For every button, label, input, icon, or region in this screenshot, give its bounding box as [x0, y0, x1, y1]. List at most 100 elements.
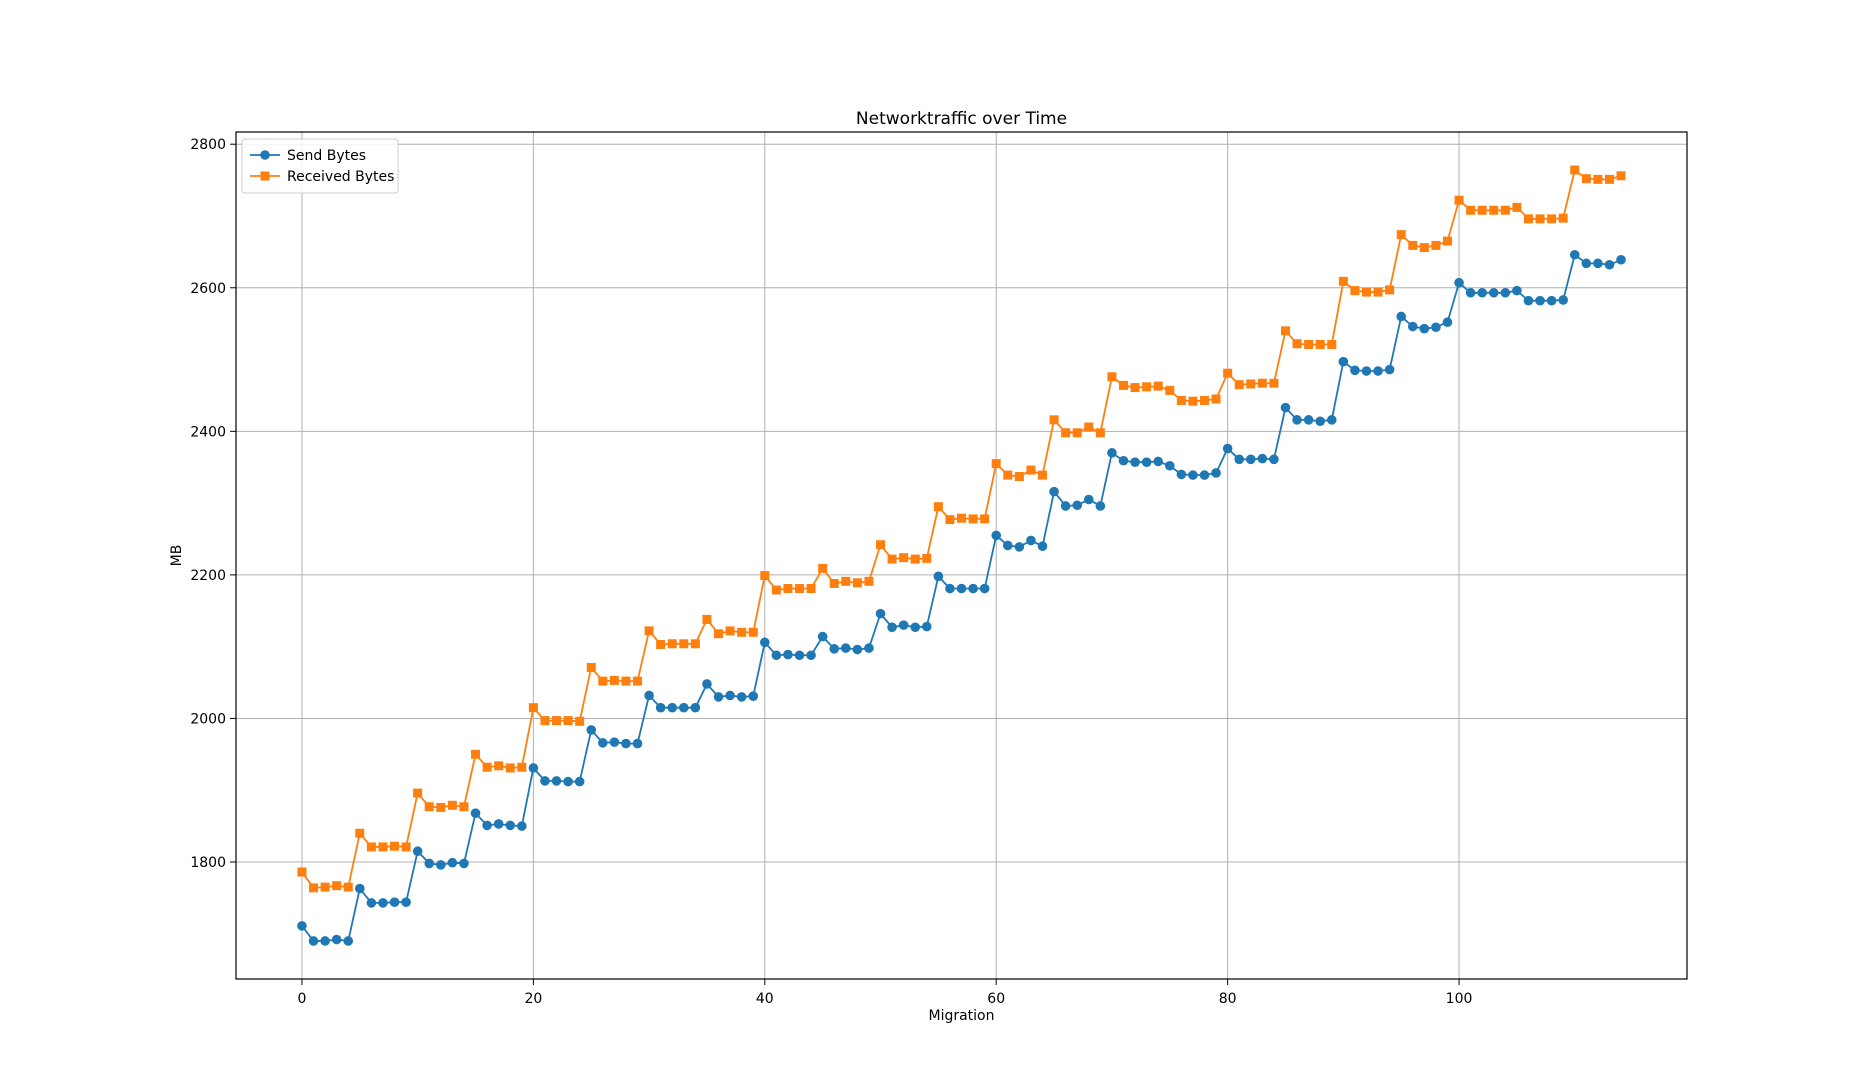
x-tick-label: 20	[524, 991, 542, 1007]
send-bytes-point	[1593, 258, 1603, 269]
received-bytes-point	[1616, 171, 1626, 181]
send-bytes-point	[424, 858, 435, 869]
legend-marker	[260, 150, 270, 160]
received-bytes-point	[1072, 428, 1082, 438]
send-bytes-point	[621, 738, 631, 749]
received-bytes-point	[540, 716, 550, 726]
series-send-bytes	[297, 249, 1626, 946]
received-bytes-point	[609, 675, 619, 685]
send-bytes-point	[1292, 415, 1302, 425]
send-bytes-point	[1373, 366, 1383, 376]
send-bytes-point	[1442, 317, 1453, 328]
received-bytes-point	[771, 585, 781, 595]
received-bytes-point	[320, 882, 330, 892]
send-bytes-point	[690, 702, 701, 713]
send-bytes-point	[574, 776, 585, 787]
received-bytes-point	[656, 640, 666, 650]
received-bytes-point	[1211, 394, 1221, 404]
received-bytes-point	[1512, 202, 1522, 212]
legend-label: Send Bytes	[287, 148, 366, 164]
send-bytes-point	[1523, 295, 1534, 306]
received-bytes-point	[1454, 195, 1464, 205]
send-bytes-point	[991, 530, 1002, 541]
received-bytes-point	[1130, 383, 1140, 393]
received-bytes-point	[876, 540, 886, 550]
send-bytes-point	[1419, 323, 1430, 334]
send-bytes-point	[736, 692, 747, 702]
send-bytes-point	[1164, 460, 1175, 471]
received-bytes-point	[343, 882, 353, 892]
send-bytes-point	[632, 738, 643, 749]
legend-marker	[260, 171, 270, 181]
received-bytes-point	[563, 716, 573, 726]
y-tick-label: 2400	[190, 424, 226, 440]
legend-label: Received Bytes	[287, 169, 394, 185]
received-bytes-point	[1466, 205, 1476, 215]
received-bytes-point	[679, 639, 689, 649]
send-bytes-point	[563, 776, 573, 787]
axis-ticks: 0 20 40 60 80 100 1800 2000 2200 2400 2600 2800	[190, 137, 1472, 1007]
send-bytes-point	[436, 860, 446, 870]
series-layer	[297, 165, 1626, 946]
send-bytes-point	[517, 821, 527, 831]
y-tick-label: 2200	[190, 568, 226, 584]
y-tick-label: 1800	[190, 855, 226, 871]
send-bytes-point	[817, 631, 828, 642]
send-bytes-point	[1512, 285, 1522, 296]
send-bytes-point	[1315, 416, 1326, 427]
send-bytes-point	[1546, 295, 1557, 306]
send-bytes-point	[702, 679, 712, 689]
received-bytes-point	[517, 762, 527, 772]
received-bytes-point	[424, 802, 434, 812]
received-bytes-point	[933, 502, 943, 512]
received-bytes-point	[1431, 240, 1441, 250]
y-tick-label: 2000	[190, 711, 226, 727]
send-bytes-point	[1118, 455, 1129, 466]
received-bytes-point	[1419, 243, 1429, 253]
send-bytes-point	[875, 608, 886, 619]
received-bytes-point	[899, 553, 909, 563]
received-bytes-point	[1095, 428, 1105, 438]
send-bytes-point	[482, 820, 492, 831]
send-bytes-point	[759, 637, 770, 648]
send-bytes-point	[1616, 254, 1626, 265]
received-bytes-point	[1003, 470, 1013, 480]
send-bytes-point	[1488, 287, 1499, 298]
send-bytes-point	[597, 738, 608, 748]
received-bytes-point	[401, 842, 411, 852]
send-bytes-point	[979, 583, 990, 594]
received-bytes-point	[1037, 470, 1047, 480]
received-bytes-point	[783, 584, 793, 594]
received-bytes-point	[1280, 326, 1290, 336]
send-bytes-point	[713, 692, 724, 702]
send-bytes-point	[493, 819, 504, 829]
received-bytes-point	[390, 841, 400, 851]
received-bytes-point	[505, 763, 515, 773]
send-bytes-point	[459, 858, 469, 869]
send-bytes-point	[748, 691, 759, 701]
received-bytes-point	[945, 515, 955, 525]
received-bytes-point	[748, 627, 758, 637]
received-bytes-point	[690, 639, 700, 649]
received-bytes-point	[644, 626, 654, 636]
send-bytes-point	[852, 644, 863, 655]
received-bytes-point	[1142, 382, 1152, 392]
received-bytes-point	[1477, 205, 1487, 215]
send-bytes-point	[829, 644, 840, 654]
send-bytes-point	[945, 583, 955, 594]
received-bytes-point	[297, 867, 307, 877]
legend: Send Bytes Received Bytes	[241, 138, 399, 194]
received-bytes-point	[1107, 372, 1117, 382]
received-bytes-point	[1327, 339, 1337, 349]
x-tick-label: 80	[1219, 991, 1237, 1007]
send-bytes-point	[956, 583, 967, 594]
send-bytes-point	[794, 650, 805, 661]
received-bytes-point	[494, 761, 504, 771]
received-bytes-point	[968, 514, 978, 524]
x-tick-label: 0	[297, 991, 306, 1007]
received-bytes-point	[910, 554, 920, 564]
y-axis-label: MB	[169, 545, 185, 567]
plot-frame	[235, 131, 1688, 980]
send-bytes-point	[1083, 494, 1094, 505]
received-bytes-point	[1118, 380, 1128, 390]
